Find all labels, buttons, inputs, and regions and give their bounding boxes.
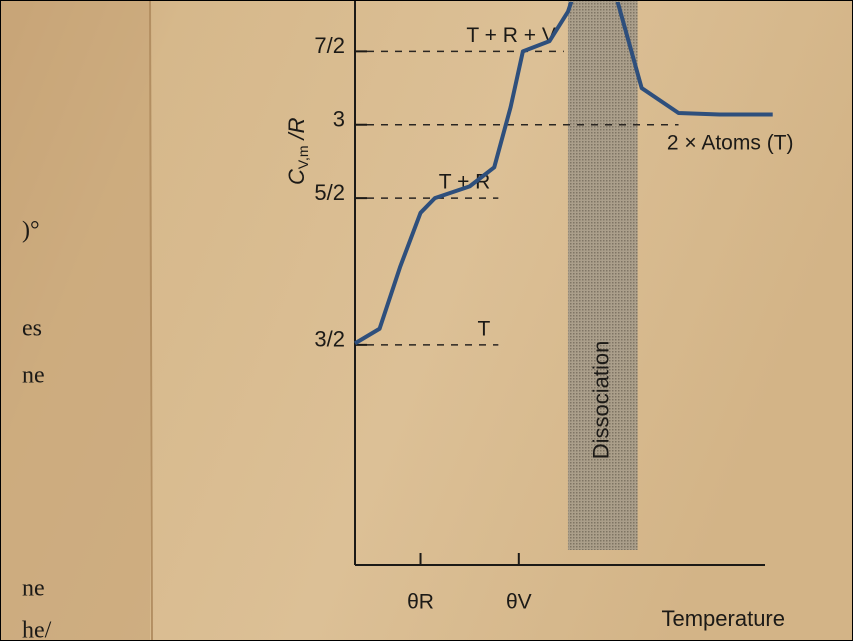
x-axis-label: Temperature — [661, 606, 785, 631]
page-fragment: he/ — [22, 618, 52, 641]
page-fragment: ne — [22, 576, 45, 602]
y-axis-label-part: C — [284, 169, 309, 185]
page-fragment: ne — [22, 363, 45, 389]
y-axis-label-part: /R — [284, 117, 309, 141]
y-axis-label-part: V,m — [295, 146, 311, 170]
reference-label: 2 × Atoms (T) — [667, 131, 794, 154]
y-tick-label: 5/2 — [314, 180, 345, 205]
photo: )° es ne ne he/ DissociationTT + R2 × At… — [0, 0, 853, 641]
x-tick-label: θR — [407, 591, 434, 614]
band-label: Dissociation — [589, 341, 614, 460]
y-tick-label: 7/2 — [314, 33, 345, 58]
y-tick-label: 3 — [333, 107, 345, 132]
y-tick-label: 3/2 — [314, 327, 345, 352]
page-fragment: )° — [22, 218, 40, 244]
reference-label: T — [478, 317, 491, 340]
page-fragment: es — [22, 316, 42, 342]
x-tick-label: θV — [506, 591, 532, 614]
band — [568, 0, 638, 550]
